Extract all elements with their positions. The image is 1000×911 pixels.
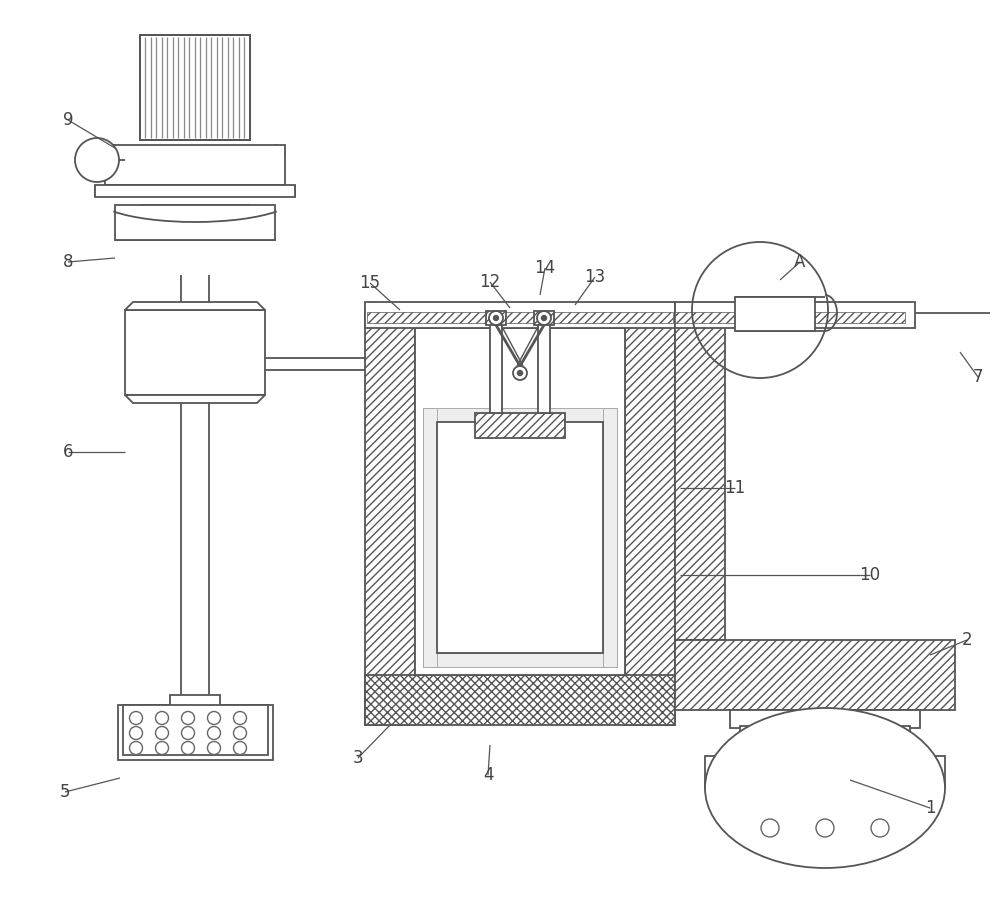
Polygon shape xyxy=(125,395,265,403)
Circle shape xyxy=(156,711,168,724)
Circle shape xyxy=(182,742,194,754)
Circle shape xyxy=(156,742,168,754)
Circle shape xyxy=(182,711,194,724)
Text: 13: 13 xyxy=(584,268,606,286)
Bar xyxy=(625,308,675,725)
Text: 7: 7 xyxy=(973,368,983,386)
Text: 12: 12 xyxy=(479,273,501,291)
Bar xyxy=(365,308,415,725)
Text: 14: 14 xyxy=(534,259,556,277)
Bar xyxy=(427,412,613,663)
Bar xyxy=(365,302,675,328)
Circle shape xyxy=(816,819,834,837)
Bar xyxy=(486,311,506,325)
Circle shape xyxy=(208,726,220,740)
Bar xyxy=(415,328,625,675)
Bar xyxy=(423,653,617,667)
Circle shape xyxy=(208,742,220,754)
Circle shape xyxy=(234,726,246,740)
Circle shape xyxy=(156,726,168,740)
Circle shape xyxy=(130,711,143,724)
Text: 5: 5 xyxy=(60,783,70,801)
Bar xyxy=(538,318,550,413)
Circle shape xyxy=(182,726,194,740)
Circle shape xyxy=(537,311,551,325)
Bar xyxy=(105,145,285,185)
Bar xyxy=(750,736,900,748)
Bar xyxy=(760,746,890,758)
Bar xyxy=(170,695,220,710)
Bar xyxy=(490,318,502,413)
Circle shape xyxy=(75,138,119,182)
Text: 2: 2 xyxy=(962,631,972,649)
Bar xyxy=(423,408,437,667)
Text: 11: 11 xyxy=(724,479,746,497)
Circle shape xyxy=(130,726,143,740)
Ellipse shape xyxy=(705,708,945,868)
Text: A: A xyxy=(794,253,806,271)
Bar xyxy=(475,413,565,438)
Text: 10: 10 xyxy=(859,566,881,584)
Text: 9: 9 xyxy=(63,111,73,129)
Text: 8: 8 xyxy=(63,253,73,271)
Circle shape xyxy=(871,819,889,837)
Bar xyxy=(730,710,920,728)
Text: 1: 1 xyxy=(925,799,935,817)
Bar xyxy=(423,408,617,422)
Bar xyxy=(140,35,250,140)
Bar xyxy=(365,675,675,725)
Circle shape xyxy=(234,742,246,754)
Text: 3: 3 xyxy=(353,749,363,767)
Polygon shape xyxy=(125,302,265,310)
Bar xyxy=(675,302,915,328)
Bar xyxy=(534,311,554,325)
Bar xyxy=(735,297,815,331)
Text: 6: 6 xyxy=(63,443,73,461)
Circle shape xyxy=(489,311,503,325)
Bar xyxy=(95,185,295,197)
Circle shape xyxy=(542,315,546,321)
Bar xyxy=(675,310,725,640)
Circle shape xyxy=(494,315,498,321)
Circle shape xyxy=(234,711,246,724)
Bar xyxy=(603,408,617,667)
Circle shape xyxy=(513,366,527,380)
Bar xyxy=(140,35,250,140)
Bar xyxy=(115,205,275,240)
Bar xyxy=(118,705,273,760)
Bar xyxy=(367,312,673,323)
Bar xyxy=(437,422,603,653)
Polygon shape xyxy=(115,205,275,240)
Text: 15: 15 xyxy=(359,274,381,292)
Bar xyxy=(125,310,265,395)
Circle shape xyxy=(130,742,143,754)
Bar xyxy=(123,705,268,755)
Bar xyxy=(705,756,945,788)
Text: 4: 4 xyxy=(483,766,493,784)
Circle shape xyxy=(518,371,522,375)
Bar xyxy=(740,726,910,738)
Circle shape xyxy=(208,711,220,724)
Bar xyxy=(675,312,905,323)
Circle shape xyxy=(761,819,779,837)
Bar xyxy=(675,640,955,710)
